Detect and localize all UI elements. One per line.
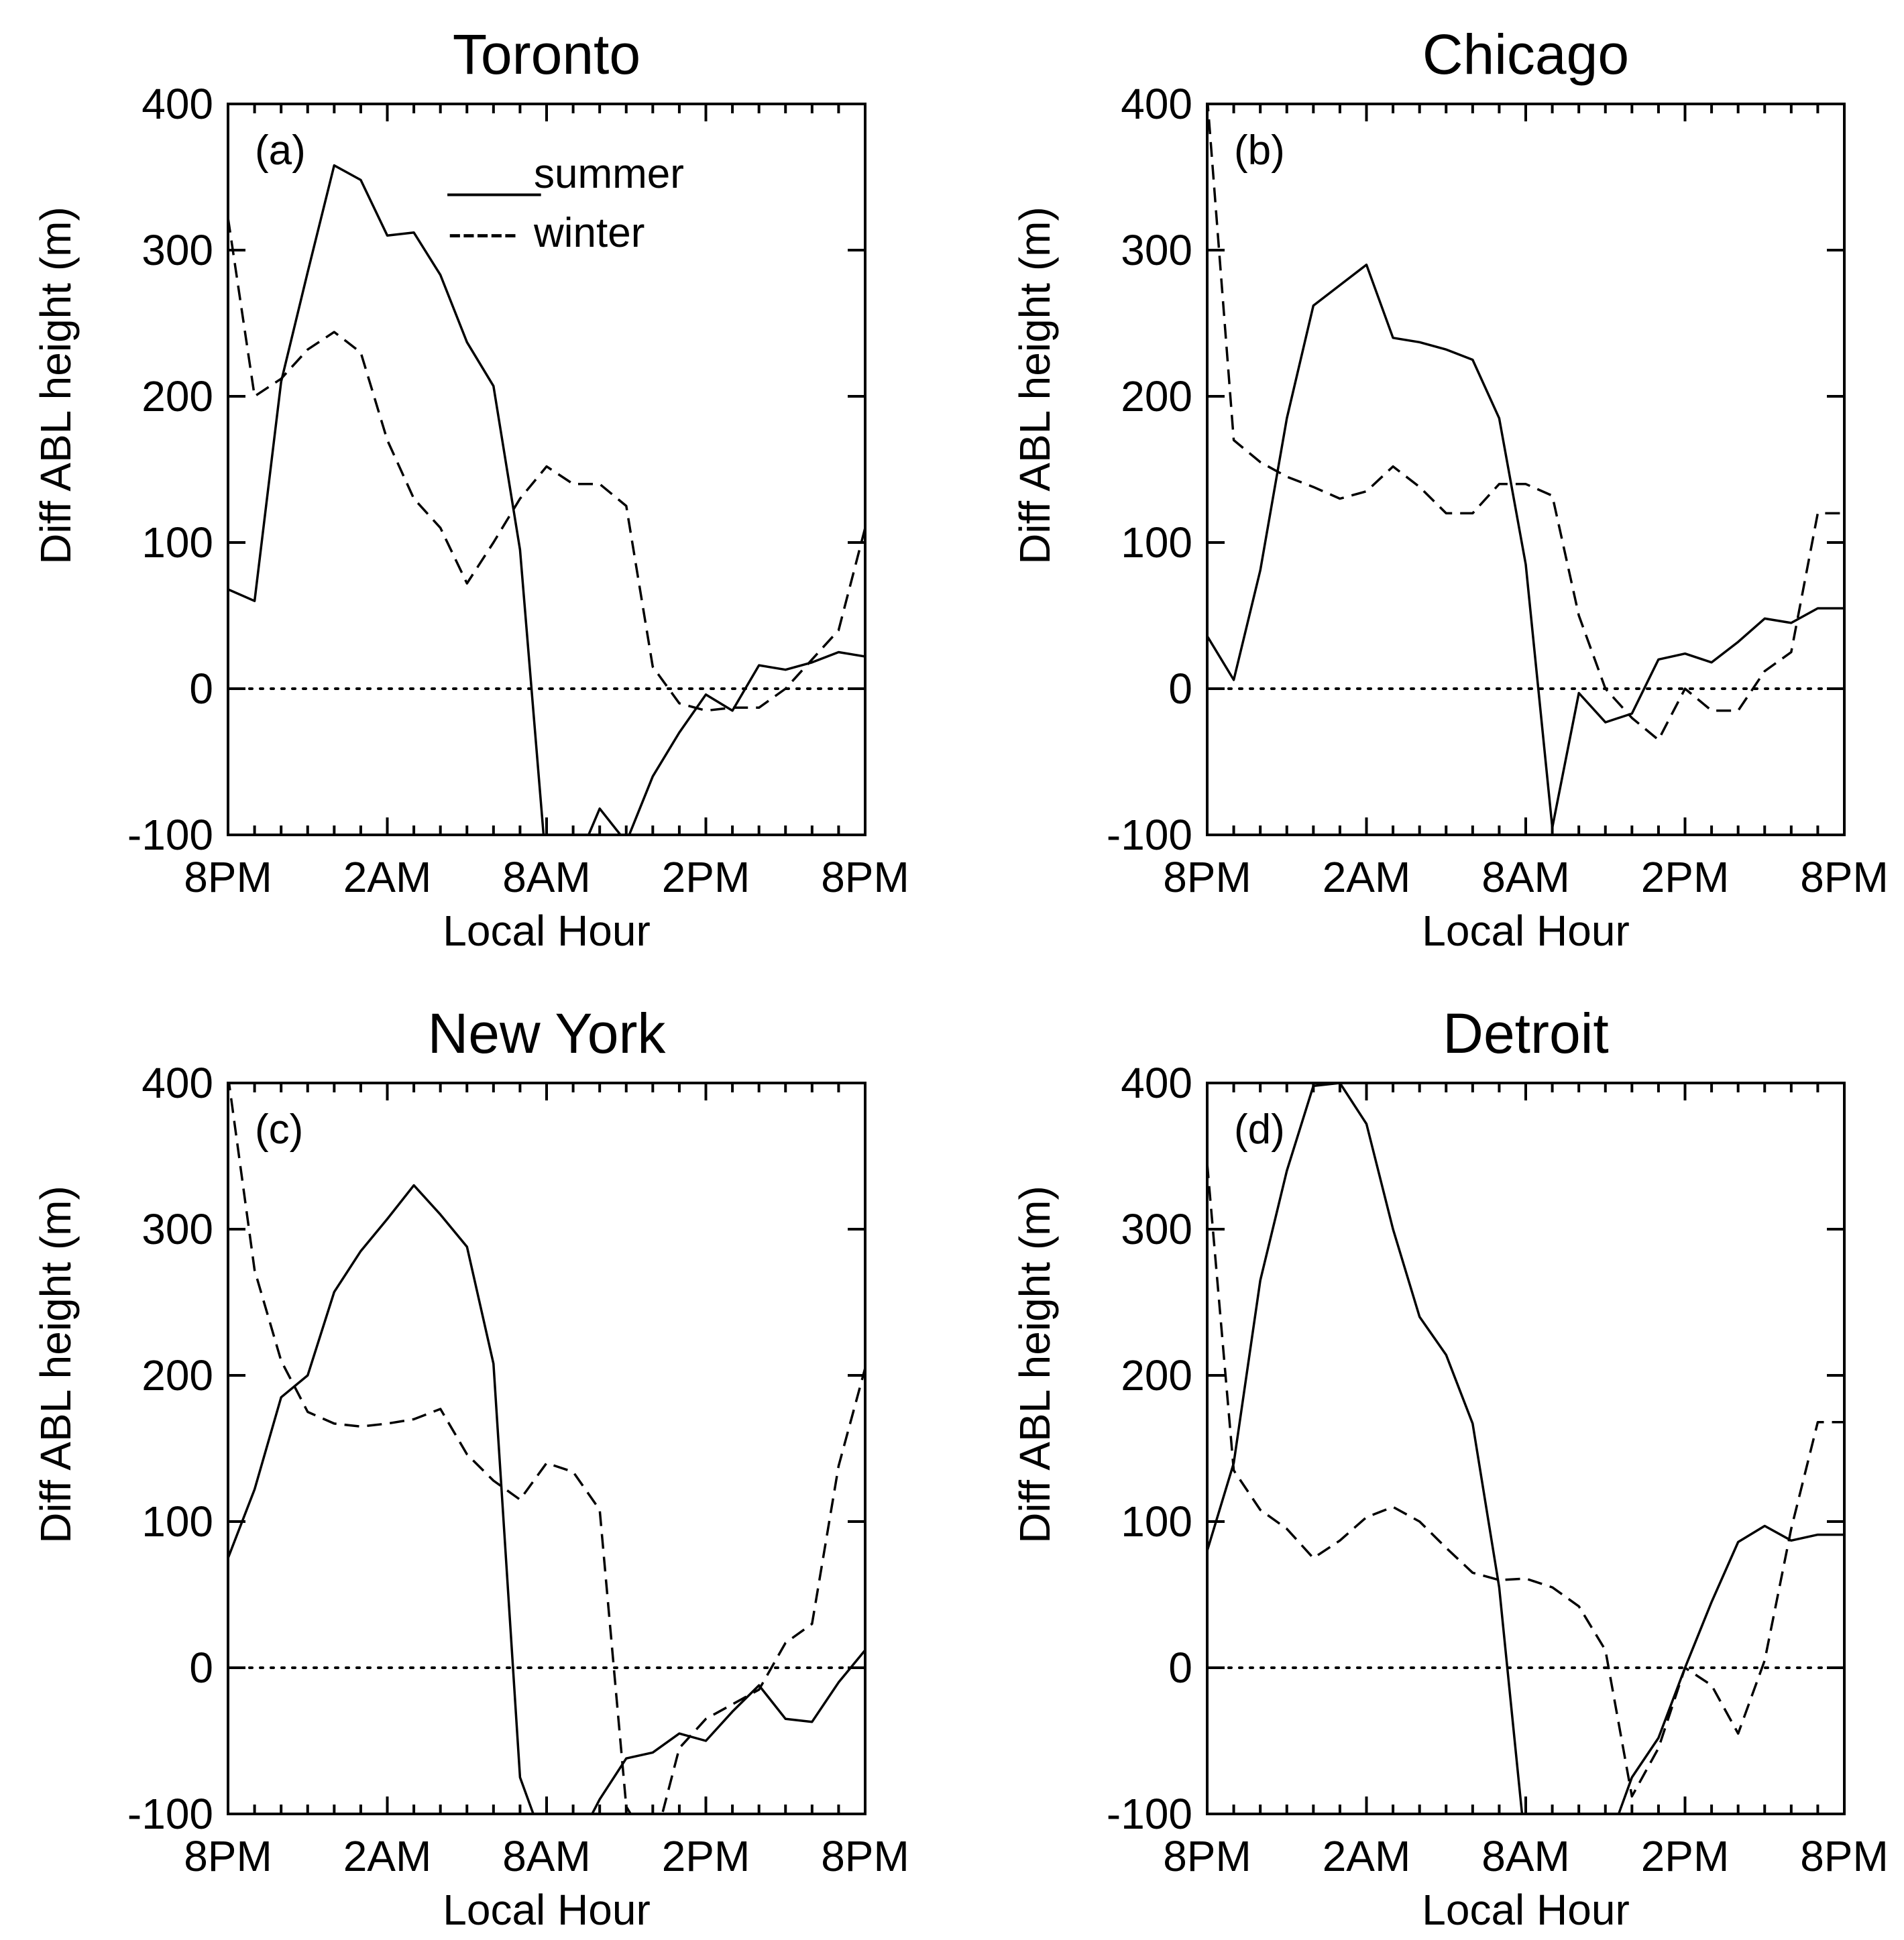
y-tick-label: 400 [1121, 80, 1192, 128]
x-tick-label: 8AM [1481, 1832, 1570, 1880]
x-tick-label: 8PM [184, 1832, 272, 1880]
x-tick-label: 8AM [1481, 853, 1570, 901]
legend-summer-label: summer [534, 151, 684, 197]
y-axis-label: Diff ABL height (m) [32, 207, 80, 565]
y-tick-label: 200 [142, 1351, 213, 1400]
y-tick-label: 300 [1121, 1205, 1192, 1253]
y-tick-label: 0 [1168, 665, 1192, 713]
x-tick-label: 8PM [821, 853, 909, 901]
x-tick-label: 2AM [1323, 853, 1411, 901]
x-tick-label: 2PM [662, 1832, 750, 1880]
chart-toronto: Toronto Diff ABL height (m) Local Hour (… [32, 23, 909, 955]
y-axis-label: Diff ABL height (m) [1011, 1186, 1059, 1544]
y-tick-label: 400 [142, 80, 213, 128]
series-group [1207, 104, 1844, 829]
y-tick-label: -100 [127, 811, 213, 859]
chart-title: New York [428, 1002, 667, 1065]
legend-winter-label: winter [533, 210, 645, 256]
panel-label: (a) [255, 127, 306, 174]
x-tick-label: 2PM [662, 853, 750, 901]
series-line-winter [228, 217, 865, 712]
y-tick-label: 200 [1121, 372, 1192, 420]
x-tick-label: 2PM [1641, 853, 1730, 901]
y-tick-label: 400 [142, 1059, 213, 1107]
chart-title: Toronto [453, 23, 640, 86]
y-tick-label: 400 [1121, 1059, 1192, 1107]
chart-detroit: Detroit Diff ABL height (m) Local Hour (… [1011, 1002, 1889, 1934]
panel-label: (b) [1234, 127, 1285, 174]
series-line-summer [1207, 264, 1844, 829]
x-tick-label: 8PM [1800, 853, 1889, 901]
x-tick-label: 8PM [821, 1832, 909, 1880]
series-line-summer [228, 1184, 865, 1814]
legend-winter-sample: ----- [448, 210, 517, 256]
y-axis-label: Diff ABL height (m) [1011, 207, 1059, 565]
y-tick-label: 0 [189, 665, 213, 713]
x-tick-label: 8AM [502, 853, 591, 901]
y-tick-label: 100 [142, 1497, 213, 1546]
y-tick-label: 100 [1121, 1497, 1192, 1546]
x-tick-label: 8PM [1163, 1832, 1251, 1880]
chart-title: Chicago [1422, 23, 1629, 86]
series-group [228, 1083, 865, 1814]
legend: ____ summer ----- winter [447, 151, 684, 256]
x-axis-label: Local Hour [443, 907, 651, 955]
x-axis-label: Local Hour [443, 1886, 651, 1934]
x-tick-label: 2AM [1323, 1832, 1411, 1880]
panel-label: (d) [1234, 1106, 1285, 1153]
panel-label: (c) [255, 1106, 303, 1153]
chart-chicago: Chicago Diff ABL height (m) Local Hour (… [1011, 23, 1889, 955]
x-tick-label: 2AM [343, 853, 432, 901]
y-tick-label: -100 [1107, 1790, 1192, 1838]
series-line-winter [1207, 1163, 1844, 1798]
y-tick-label: 0 [189, 1644, 213, 1692]
y-tick-label: -100 [127, 1790, 213, 1838]
chart-title: Detroit [1443, 1002, 1608, 1065]
y-tick-label: 300 [1121, 226, 1192, 274]
y-tick-label: 300 [142, 226, 213, 274]
x-axis-label: Local Hour [1422, 1886, 1630, 1934]
chart-new-york: New York Diff ABL height (m) Local Hour … [32, 1002, 909, 1934]
series-line-summer [228, 164, 865, 835]
x-tick-label: 8PM [184, 853, 272, 901]
y-tick-label: 200 [142, 372, 213, 420]
x-tick-label: 2PM [1641, 1832, 1730, 1880]
y-tick-label: 300 [142, 1205, 213, 1253]
series-group [228, 164, 865, 835]
x-tick-label: 8AM [502, 1832, 591, 1880]
x-axis-label: Local Hour [1422, 907, 1630, 955]
y-tick-label: 0 [1168, 1644, 1192, 1692]
x-tick-label: 2AM [343, 1832, 432, 1880]
legend-summer-sample: ____ [447, 151, 541, 197]
x-tick-label: 8PM [1163, 853, 1251, 901]
series-line-winter [228, 1083, 865, 1814]
series-line-winter [1207, 104, 1844, 742]
y-tick-label: -100 [1107, 811, 1192, 859]
x-tick-label: 8PM [1800, 1832, 1889, 1880]
y-tick-label: 200 [1121, 1351, 1192, 1400]
y-axis-label: Diff ABL height (m) [32, 1186, 80, 1544]
y-tick-label: 100 [142, 518, 213, 567]
y-tick-label: 100 [1121, 518, 1192, 567]
